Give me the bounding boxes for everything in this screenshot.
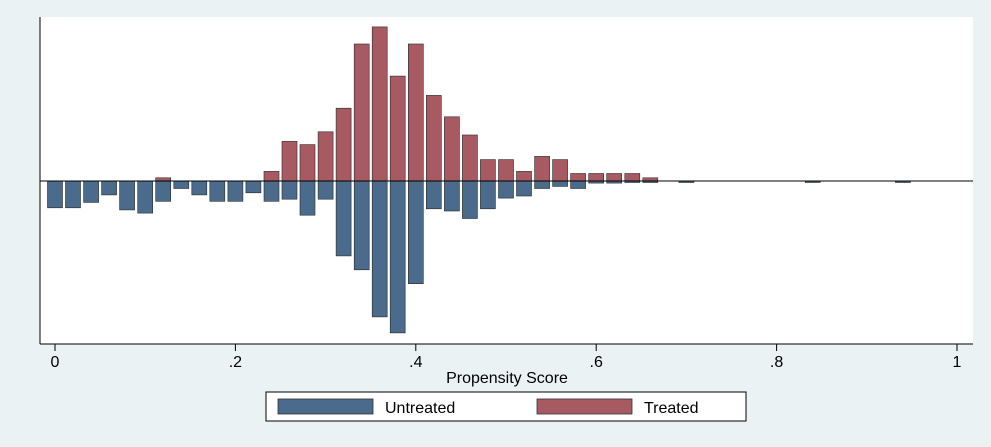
treated-bar-1 bbox=[263, 171, 280, 182]
treated-bar-18 bbox=[570, 173, 586, 182]
treated-bar-16 bbox=[534, 156, 550, 182]
untreated-bar-6 bbox=[155, 180, 171, 202]
legend-swatch-untreated bbox=[277, 398, 374, 415]
untreated-bar-22 bbox=[444, 180, 460, 212]
treated-bar-12 bbox=[462, 134, 478, 182]
untreated-bar-28 bbox=[552, 180, 568, 187]
legend-label-untreated: Untreated bbox=[385, 400, 455, 417]
treated-bar-21 bbox=[624, 173, 641, 182]
treated-bar-10 bbox=[425, 95, 442, 182]
legend-label-treated: Treated bbox=[644, 400, 699, 417]
x-tick-label-4: .8 bbox=[770, 354, 783, 371]
untreated-bar-29 bbox=[570, 180, 586, 189]
treated-bar-9 bbox=[407, 43, 424, 182]
untreated-bar-3 bbox=[101, 180, 117, 196]
legend: Untreated Treated bbox=[265, 391, 747, 422]
treated-bar-20 bbox=[606, 173, 623, 182]
untreated-bar-2 bbox=[83, 180, 99, 203]
treated-bar-2 bbox=[281, 141, 298, 182]
x-axis-ticks: 0 .2 .4 .6 .8 1 bbox=[51, 344, 962, 371]
untreated-bar-20 bbox=[407, 180, 424, 284]
treated-bar-7 bbox=[371, 26, 388, 182]
untreated-bar-19 bbox=[389, 180, 406, 334]
untreated-bar-18 bbox=[371, 180, 388, 318]
x-tick-label-2: .4 bbox=[409, 354, 422, 371]
x-tick-label-1: .2 bbox=[229, 354, 242, 371]
untreated-bar-9 bbox=[209, 180, 226, 202]
untreated-bar-23 bbox=[462, 180, 478, 219]
treated-bar-4 bbox=[317, 131, 334, 182]
legend-swatch-treated bbox=[536, 398, 633, 415]
untreated-bar-17 bbox=[353, 180, 370, 271]
x-tick-label-3: .6 bbox=[590, 354, 603, 371]
untreated-bar-1 bbox=[65, 180, 81, 209]
untreated-bar-8 bbox=[191, 180, 208, 196]
x-tick-label-5: 1 bbox=[953, 354, 962, 371]
untreated-bar-13 bbox=[281, 180, 298, 200]
untreated-bar-26 bbox=[516, 180, 532, 197]
untreated-bar-21 bbox=[425, 180, 442, 210]
untreated-bar-10 bbox=[227, 180, 244, 202]
treated-bar-14 bbox=[498, 159, 514, 182]
untreated-bar-15 bbox=[317, 180, 334, 200]
untreated-bars bbox=[47, 180, 911, 334]
untreated-bar-0 bbox=[47, 180, 63, 209]
untreated-bar-25 bbox=[498, 180, 514, 199]
untreated-bar-16 bbox=[335, 180, 352, 257]
treated-bar-13 bbox=[480, 159, 496, 182]
untreated-bar-7 bbox=[173, 180, 190, 189]
untreated-bar-12 bbox=[263, 180, 280, 202]
treated-bar-5 bbox=[335, 107, 352, 182]
treated-bar-11 bbox=[444, 116, 460, 182]
untreated-bar-24 bbox=[480, 180, 496, 210]
untreated-bar-4 bbox=[119, 180, 135, 211]
treated-bar-6 bbox=[353, 43, 370, 182]
x-tick-label-0: 0 bbox=[51, 354, 60, 371]
x-axis-label: Propensity Score bbox=[446, 370, 568, 387]
untreated-bar-5 bbox=[137, 180, 153, 214]
treated-bar-8 bbox=[389, 75, 406, 182]
treated-bar-19 bbox=[588, 173, 605, 182]
untreated-bar-14 bbox=[299, 180, 316, 216]
treated-bar-3 bbox=[299, 144, 316, 182]
untreated-bar-11 bbox=[245, 180, 262, 194]
untreated-bar-27 bbox=[534, 180, 550, 189]
treated-bar-17 bbox=[552, 159, 568, 182]
treated-bar-15 bbox=[516, 171, 532, 182]
